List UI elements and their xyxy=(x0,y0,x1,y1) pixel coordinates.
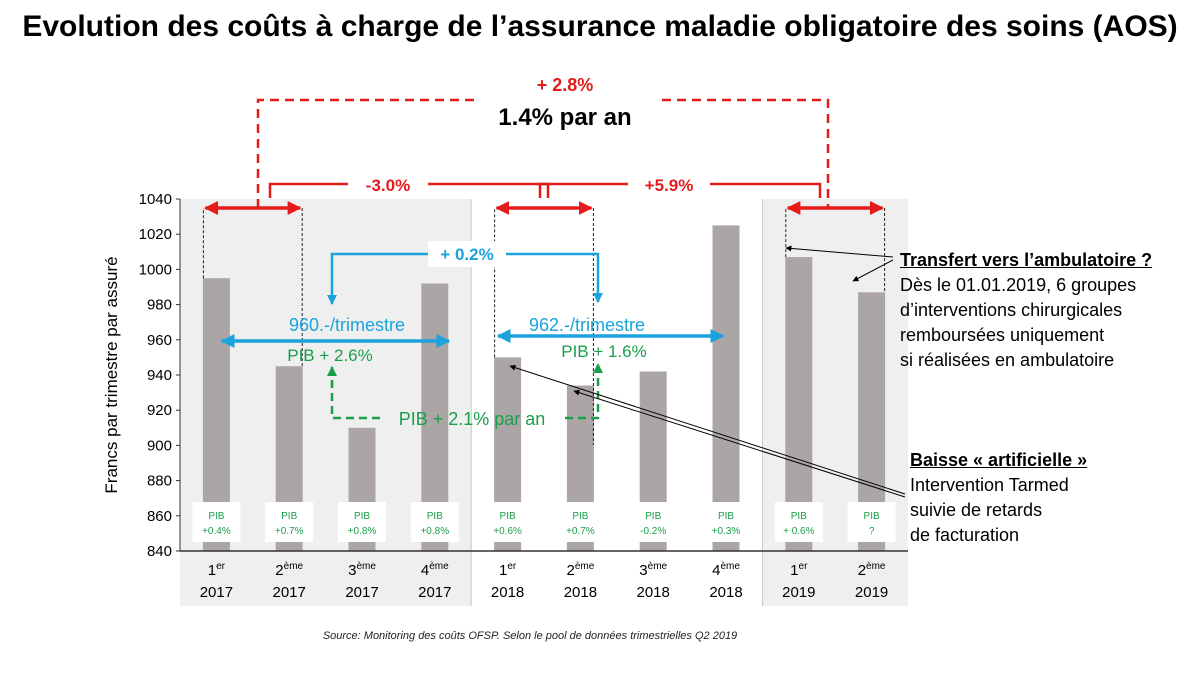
red-dashed-bracket xyxy=(662,98,830,208)
x-tick-year: 2018 xyxy=(709,584,742,601)
avg-2017-label: 960.-/trimestre xyxy=(289,315,405,335)
y-tick-label: 920 xyxy=(147,402,172,419)
note-ambulatoire-line: Dès le 01.01.2019, 6 groupes xyxy=(900,275,1137,295)
chart-title: Evolution des coûts à charge de l’assura… xyxy=(22,10,1178,43)
y-tick-label: 900 xyxy=(147,437,172,454)
pib-box-label: PIB xyxy=(281,511,297,522)
pib-box-value: + 0.6% xyxy=(783,526,815,537)
pib-box xyxy=(847,502,896,542)
pib-box-value: ? xyxy=(869,526,875,537)
total-per-year-label: 1.4% par an xyxy=(498,104,631,131)
pib-2017-label: PIB + 2.6% xyxy=(287,346,373,365)
green-dashed-bracket xyxy=(327,366,382,420)
x-tick-year: 2017 xyxy=(273,584,306,601)
pib-box-label: PIB xyxy=(500,511,516,522)
bar xyxy=(712,225,740,551)
note-ambulatoire-line: d’interventions chirurgicales xyxy=(900,300,1123,320)
x-tick-label: 2ème xyxy=(567,561,595,579)
y-tick-label: 880 xyxy=(147,473,172,490)
x-tick-year: 2018 xyxy=(491,584,524,601)
y-tick-label: 960 xyxy=(147,332,172,349)
pib-box-value: +0.8% xyxy=(348,526,377,537)
y-tick-label: 980 xyxy=(147,297,172,314)
pib-box-value: +0.7% xyxy=(275,526,304,537)
pib-box-value: -0.2% xyxy=(640,526,666,537)
y-tick-label: 1020 xyxy=(139,226,172,243)
note-ambulatoire: Transfert vers l’ambulatoire ? Dès le 01… xyxy=(900,248,1152,373)
total-change-label: + 2.8% xyxy=(537,75,594,95)
x-tick-year: 2018 xyxy=(564,584,597,601)
y-tick-label: 940 xyxy=(147,367,172,384)
label-bg xyxy=(348,172,428,196)
pib-box-label: PIB xyxy=(864,511,880,522)
pib-box-value: +0.6% xyxy=(493,526,522,537)
note-baisse-line: suivie de retards xyxy=(910,500,1043,520)
x-tick-label: 4ème xyxy=(712,561,740,579)
change-2018-label: +5.9% xyxy=(645,176,694,195)
x-tick-year: 2019 xyxy=(855,584,888,601)
y-tick-label: 1000 xyxy=(139,261,172,278)
pointer-arrow xyxy=(509,364,906,495)
pib-box-label: PIB xyxy=(354,511,370,522)
pib-2018-label: PIB + 1.6% xyxy=(561,342,647,361)
y-tick-label: 840 xyxy=(147,543,172,560)
x-tick-label: 1er xyxy=(499,561,517,579)
note-ambulatoire-heading: Transfert vers l’ambulatoire ? xyxy=(900,250,1153,270)
y-tick-label: 860 xyxy=(147,508,172,525)
pib-box-value: +0.3% xyxy=(712,526,741,537)
note-ambulatoire-line: si réalisées en ambulatoire xyxy=(900,350,1115,370)
note-ambulatoire-line: remboursées uniquement xyxy=(900,325,1105,345)
label-bg xyxy=(628,172,710,196)
pib-box-label: PIB xyxy=(572,511,588,522)
pib-box xyxy=(410,502,459,542)
pib-box xyxy=(774,502,823,542)
x-tick-year: 2017 xyxy=(200,584,233,601)
pib-box xyxy=(483,502,532,542)
avg-2018-label: 962.-/trimestre xyxy=(529,315,645,335)
pib-box xyxy=(702,502,750,542)
pib-box-value: +0.8% xyxy=(420,526,449,537)
pib-box-label: PIB xyxy=(718,511,734,522)
pib-box-label: PIB xyxy=(645,511,661,522)
pointer-arrow xyxy=(573,389,906,498)
pib-box xyxy=(629,502,678,542)
pib-box-label: PIB xyxy=(208,511,224,522)
x-tick-year: 2019 xyxy=(782,584,815,601)
pib-box xyxy=(556,502,605,542)
pib-box xyxy=(338,502,386,542)
y-tick-label: 1040 xyxy=(139,191,172,208)
x-tick-year: 2017 xyxy=(345,584,378,601)
note-baisse-line: de facturation xyxy=(910,525,1020,545)
x-tick-year: 2018 xyxy=(637,584,670,601)
green-dashed-bracket xyxy=(565,363,603,420)
pointer-arrow xyxy=(852,259,894,282)
change-2017-label: -3.0% xyxy=(366,176,410,195)
note-baisse-line: Intervention Tarmed xyxy=(910,475,1069,495)
pib-box-label: PIB xyxy=(427,511,443,522)
pib-box xyxy=(265,502,314,542)
note-baisse-heading: Baisse « artificielle » xyxy=(910,450,1088,470)
red-bracket-mid xyxy=(538,182,550,198)
pointer-arrow xyxy=(785,245,894,258)
pib-box-label: PIB xyxy=(791,511,807,522)
note-baisse: Baisse « artificielle » Intervention Tar… xyxy=(910,448,1087,548)
x-tick-year: 2017 xyxy=(418,584,451,601)
y-axis-label: Francs par trimestre par assuré xyxy=(102,256,121,493)
pib-box xyxy=(192,502,241,542)
avg-change-label: + 0.2% xyxy=(440,245,493,264)
red-dashed-bracket xyxy=(256,98,478,208)
pib-box-value: +0.7% xyxy=(566,526,595,537)
pib-per-year-label: PIB + 2.1% par an xyxy=(399,409,546,429)
x-tick-label: 3ème xyxy=(639,561,667,579)
panel-2019 xyxy=(762,199,908,606)
pib-box-value: +0.4% xyxy=(202,526,231,537)
label-bg xyxy=(428,241,506,267)
source-note: Source: Monitoring des coûts OFSP. Selon… xyxy=(322,630,738,642)
